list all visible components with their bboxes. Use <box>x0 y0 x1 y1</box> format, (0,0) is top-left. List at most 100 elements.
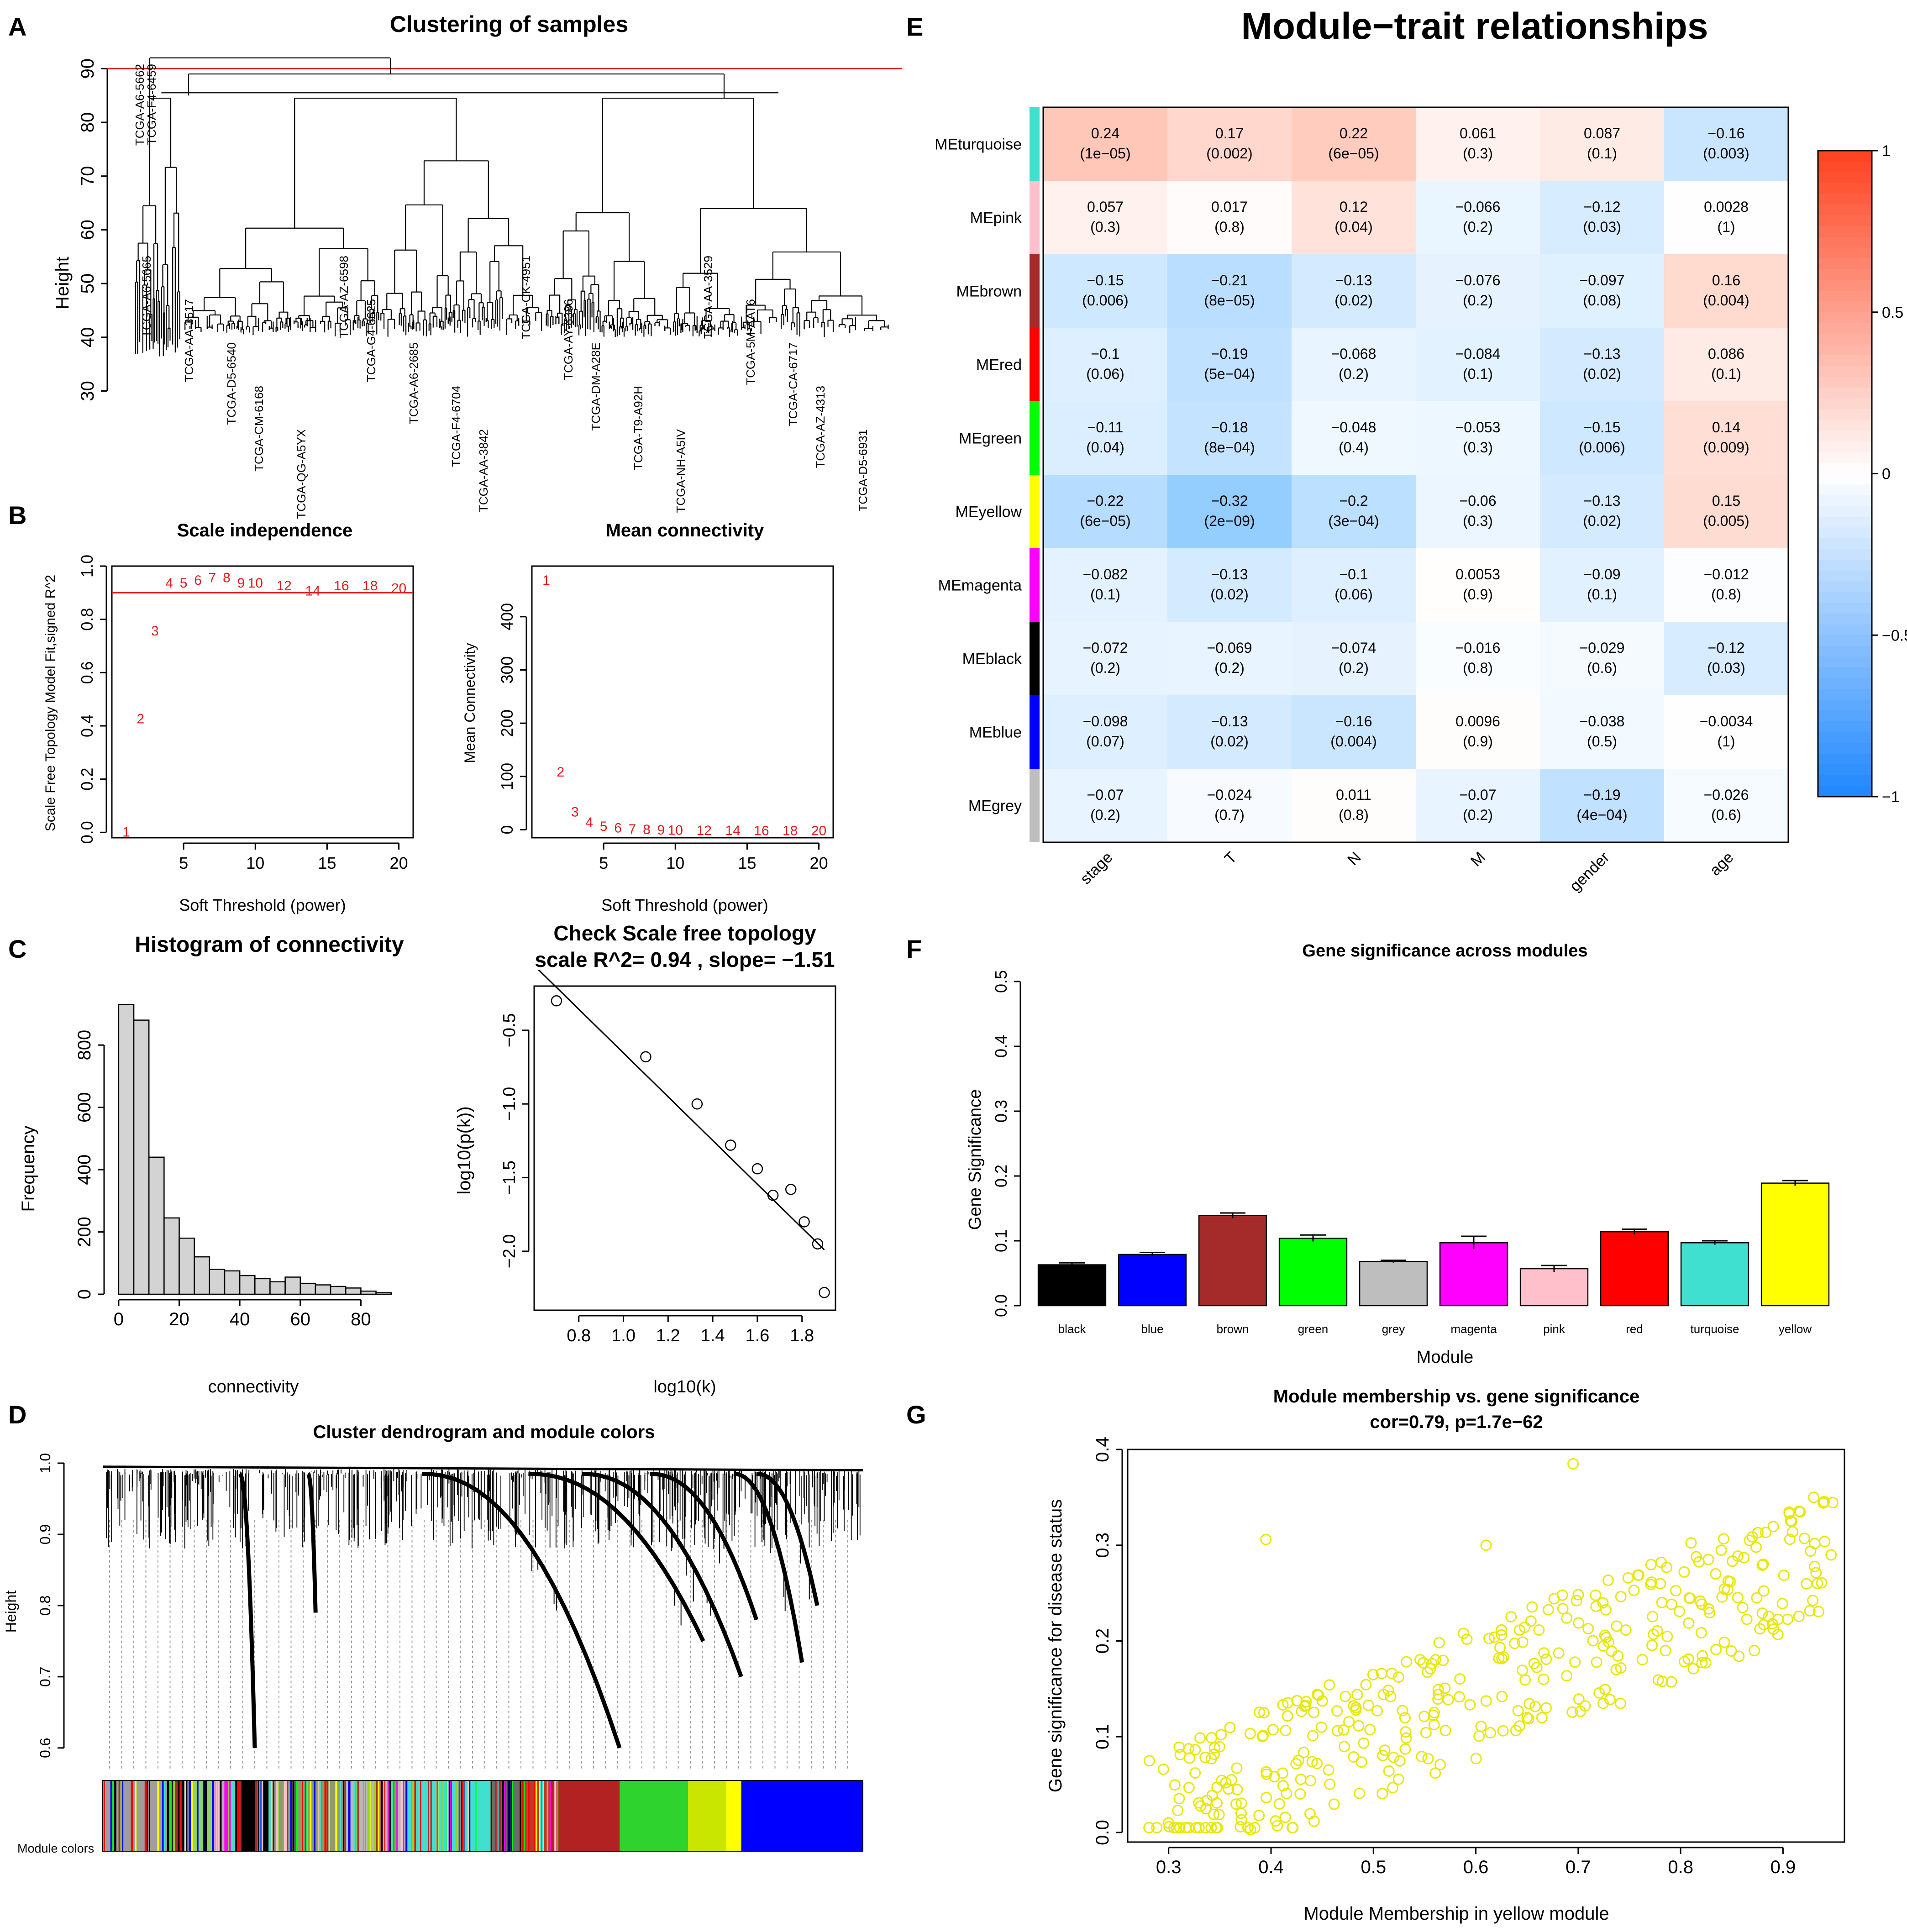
panel-letter-b: B <box>8 501 26 530</box>
y-axis-tick-label: 0.3 <box>1093 1533 1113 1558</box>
chart-title: Histogram of connectivity <box>135 933 404 957</box>
scatter-point <box>1793 1610 1805 1622</box>
scatter-point <box>1610 1664 1622 1675</box>
scatter-point <box>1300 1696 1312 1707</box>
y-tick-label: 30 <box>78 381 98 401</box>
scatter-point <box>1256 1731 1268 1743</box>
scatter-point <box>1567 1458 1579 1470</box>
heatmap-cell-pvalue: (0.8) <box>1339 807 1369 823</box>
module-color-stripe <box>319 1780 321 1851</box>
scatter-point <box>1427 1709 1439 1721</box>
heatmap-cell-value: −0.069 <box>1207 640 1252 656</box>
heatmap-row-label: MEgreen <box>959 430 1022 447</box>
scatter-point <box>1702 1554 1714 1565</box>
colorbar-tick-label: 1 <box>1882 142 1891 160</box>
scatter-point <box>1683 1592 1695 1604</box>
heatmap-cell <box>1664 548 1788 622</box>
heatmap-cell-pvalue: (0.04) <box>1334 219 1373 235</box>
x-axis-tick-label: 0.4 <box>1258 1857 1284 1877</box>
heatmap-cell-value: −0.068 <box>1331 346 1376 362</box>
y-axis-tick-label: −0.5 <box>500 1013 519 1047</box>
scatter-point <box>1214 1741 1225 1753</box>
panel-f-gene-significance-bars: Gene significance across modules 0.0 0.1 0.… <box>966 941 1830 1367</box>
scatter-point <box>1291 1695 1303 1706</box>
heatmap-cell <box>1540 328 1664 401</box>
heatmap-column-label: stage <box>1077 849 1116 888</box>
heatmap-cell-value: −0.32 <box>1211 493 1248 509</box>
sample-label: TCGA-QG-A5YX <box>294 429 308 519</box>
scatter-point <box>1461 1633 1473 1645</box>
module-color-stripe <box>132 1780 134 1851</box>
panel-e-module-trait-heatmap: Module−trait relationships 0.24(1e−05)0.… <box>935 5 1907 895</box>
x-axis-tick-label: 60 <box>290 1309 311 1329</box>
scatter-point <box>1724 1576 1736 1588</box>
scatter-point <box>1696 1598 1707 1610</box>
data-point <box>551 995 562 1007</box>
heatmap-cell-value: 0.22 <box>1340 125 1368 142</box>
y-axis-tick-label: 300 <box>498 656 516 683</box>
scatter-point <box>1377 1749 1389 1761</box>
scatter-point <box>1696 1657 1708 1669</box>
module-color-block <box>741 1780 863 1851</box>
scatter-point <box>1169 1779 1181 1791</box>
category-label: magenta <box>1450 1322 1497 1336</box>
module-color-stripe <box>391 1780 393 1851</box>
module-color-stripe <box>216 1780 218 1851</box>
power-label-point: 18 <box>362 578 378 593</box>
scatter-point <box>1784 1533 1796 1545</box>
module-color-stripe <box>278 1780 279 1851</box>
module-color-stripe <box>217 1780 220 1851</box>
scatter-point <box>1223 1783 1235 1795</box>
scatter-point <box>1519 1622 1531 1633</box>
dendrogram-cluster-branch <box>238 1472 257 1748</box>
scatter-point <box>1599 1684 1611 1696</box>
bar <box>1439 1242 1508 1307</box>
scatter-point <box>1569 1656 1581 1668</box>
power-label-point: 1 <box>542 573 550 588</box>
colorbar-step <box>1818 387 1872 399</box>
heatmap-cell-value: 0.0028 <box>1704 199 1749 215</box>
plot-box <box>1127 1449 1845 1843</box>
scatter-point <box>1429 1767 1441 1779</box>
colorbar-step <box>1818 409 1872 420</box>
x-axis-title: Module <box>1417 1348 1474 1367</box>
scatter-point <box>1750 1541 1762 1553</box>
x-axis-tick-label: 20 <box>169 1309 189 1329</box>
module-color-stripe <box>523 1780 525 1851</box>
heatmap-cell <box>1043 769 1167 842</box>
histogram-bar <box>133 1019 150 1295</box>
scatter-point <box>1786 1526 1798 1538</box>
scatter-point <box>1173 1793 1185 1805</box>
scatter-point <box>1458 1628 1470 1639</box>
scatter-point <box>1756 1559 1768 1571</box>
scatter-point <box>1725 1645 1737 1657</box>
module-color-stripe <box>400 1780 403 1851</box>
scatter-point <box>1376 1788 1388 1800</box>
module-color-stripe <box>260 1780 262 1851</box>
module-color-stripe <box>180 1780 182 1851</box>
module-color-stripe <box>412 1780 415 1851</box>
scatter-point <box>1392 1671 1404 1683</box>
y-axis-tick-label: 0.0 <box>992 1294 1010 1317</box>
scatter-point <box>1758 1619 1770 1631</box>
heatmap-cell-pvalue: (0.03) <box>1707 660 1745 676</box>
heatmap-cell <box>1664 401 1788 475</box>
scatter-point <box>1651 1625 1663 1637</box>
category-label: turquoise <box>1691 1322 1739 1336</box>
heatmap-cell-pvalue: (0.006) <box>1082 292 1128 309</box>
scatter-point <box>1582 1623 1594 1635</box>
scatter-point <box>1512 1705 1524 1717</box>
heatmap-cell-pvalue: (0.4) <box>1339 439 1369 456</box>
heatmap-cell <box>1292 181 1416 254</box>
heatmap-cell-pvalue: (1) <box>1717 733 1735 750</box>
heatmap-cell-value: −0.024 <box>1207 787 1252 803</box>
module-color-stripe <box>314 1780 315 1851</box>
scatter-point <box>1189 1767 1201 1779</box>
heatmap-cell-value: −0.074 <box>1331 640 1376 656</box>
scatter-point <box>1648 1628 1660 1640</box>
scatter-point <box>1538 1674 1550 1685</box>
scatter-point <box>1497 1725 1509 1737</box>
scatter-point <box>1300 1700 1312 1712</box>
